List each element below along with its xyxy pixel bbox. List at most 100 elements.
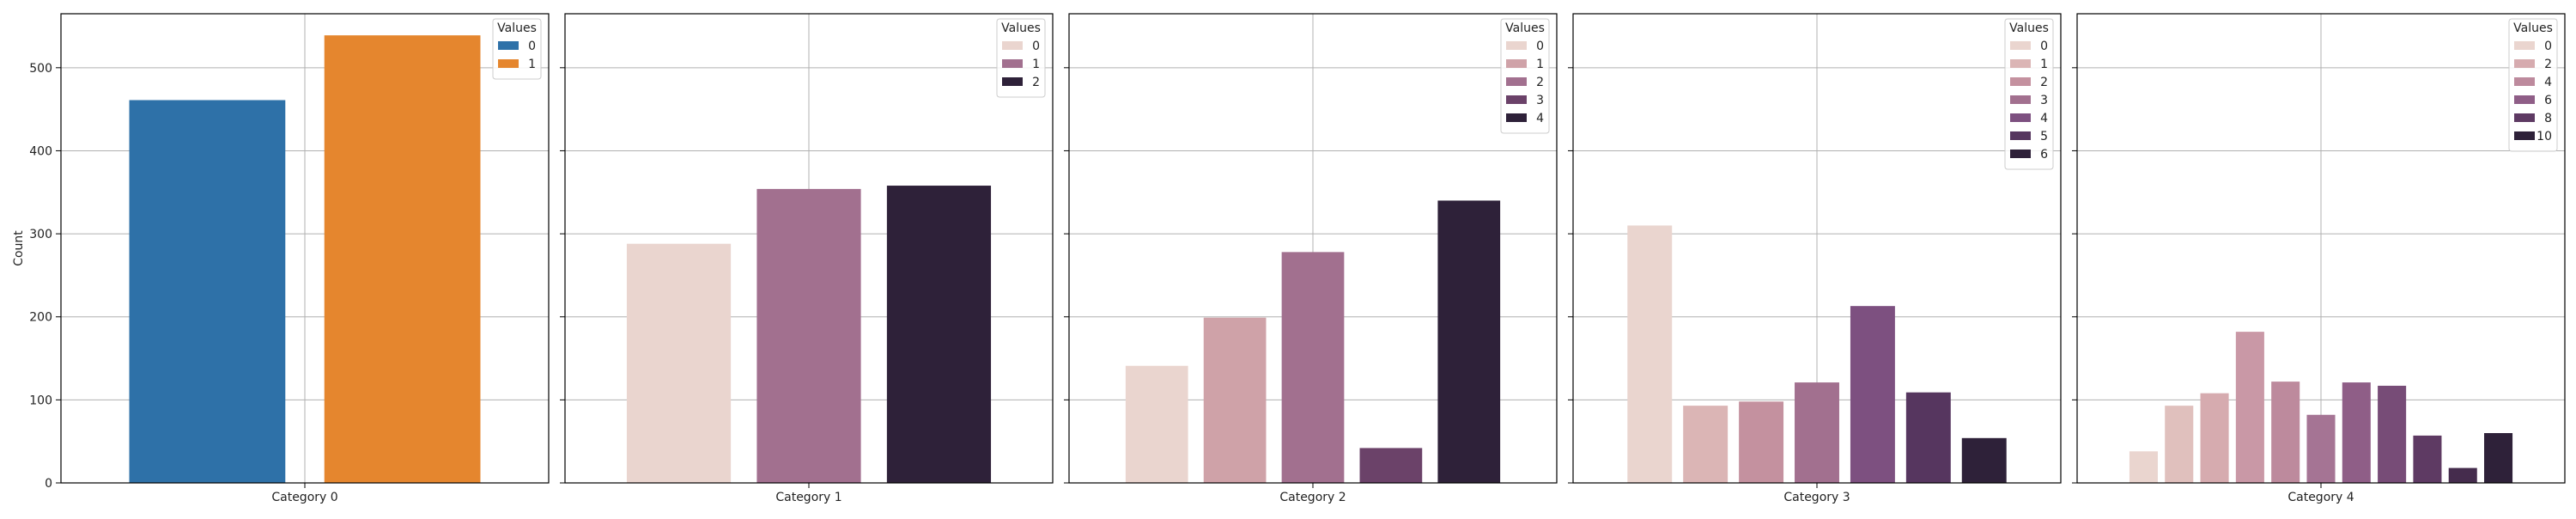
legend-swatch bbox=[2010, 113, 2031, 122]
legend-label: 4 bbox=[2040, 112, 2048, 125]
legend-swatch bbox=[1506, 113, 1527, 122]
legend-swatch bbox=[2514, 77, 2535, 86]
y-axis-label: Count bbox=[12, 230, 26, 266]
x-tick-label: Category 3 bbox=[1783, 491, 1850, 504]
legend-swatch bbox=[2010, 41, 2031, 50]
legend-label: 0 bbox=[1032, 40, 1040, 53]
legend: Values 0 1 2 3 4 bbox=[1500, 18, 1550, 134]
legend-label: 3 bbox=[1536, 94, 1544, 107]
legend-swatch bbox=[1506, 59, 1527, 68]
bar-3 bbox=[1359, 448, 1423, 483]
legend-swatch bbox=[2514, 41, 2535, 50]
bar-10 bbox=[2484, 433, 2513, 483]
legend-label: 2 bbox=[1536, 76, 1544, 89]
x-tick-label: Category 0 bbox=[271, 491, 337, 504]
legend-swatch bbox=[2514, 131, 2535, 140]
legend-label: 5 bbox=[2040, 130, 2048, 143]
legend-label: 1 bbox=[1032, 58, 1040, 71]
legend-label: 1 bbox=[1536, 58, 1544, 71]
legend-label: 0 bbox=[1536, 40, 1544, 53]
legend-swatch bbox=[1002, 77, 1023, 86]
bar-9 bbox=[2448, 467, 2477, 483]
bar-1 bbox=[2165, 406, 2194, 483]
legend-swatch bbox=[1002, 41, 1023, 50]
legend: Values 0 1 bbox=[492, 18, 542, 80]
bar-2 bbox=[1739, 401, 1784, 483]
bar-8 bbox=[2413, 435, 2442, 483]
y-tick-label: 100 bbox=[29, 394, 52, 407]
bar-1 bbox=[1683, 406, 1728, 483]
bar-0 bbox=[1627, 225, 1673, 483]
legend-swatch bbox=[498, 41, 519, 50]
legend-label: 8 bbox=[2544, 112, 2552, 125]
legend-swatch bbox=[2010, 150, 2031, 158]
panel-1: Category 1 Values 0 1 2 bbox=[560, 13, 1054, 504]
legend-label: 6 bbox=[2544, 94, 2552, 107]
legend-swatch bbox=[2514, 95, 2535, 104]
bar-1 bbox=[756, 188, 861, 483]
legend: Values 0 1 2 3 4 5 6 bbox=[2004, 18, 2054, 170]
legend-swatch bbox=[1506, 41, 1527, 50]
bar-7 bbox=[2378, 385, 2407, 483]
bar-0 bbox=[2129, 451, 2158, 483]
legend-label: 2 bbox=[1032, 76, 1040, 89]
legend-title: Values bbox=[2513, 21, 2553, 35]
legend-label: 0 bbox=[2040, 40, 2048, 53]
legend-swatch bbox=[1506, 77, 1527, 86]
legend-label: 10 bbox=[2537, 130, 2552, 143]
x-tick-label: Category 4 bbox=[2287, 491, 2354, 504]
legend-title: Values bbox=[1505, 21, 1545, 35]
legend-swatch bbox=[1002, 59, 1023, 68]
bar-5 bbox=[2306, 414, 2336, 483]
x-tick-label: Category 2 bbox=[1279, 491, 1346, 504]
bar-4 bbox=[1437, 200, 1501, 483]
bar-0 bbox=[129, 100, 286, 483]
legend-title: Values bbox=[2009, 21, 2049, 35]
legend-swatch bbox=[2514, 113, 2535, 122]
legend-label: 2 bbox=[2544, 58, 2552, 71]
bar-6 bbox=[2342, 382, 2371, 483]
legend-swatch bbox=[2010, 131, 2031, 140]
y-tick-label: 500 bbox=[29, 62, 52, 76]
panel-0: 0 100 200 300 400 500 Category 0 Values 0 1 bbox=[29, 13, 550, 504]
legend-swatch bbox=[1506, 95, 1527, 104]
legend-swatch bbox=[2010, 77, 2031, 86]
legend: Values 0 2 4 6 8 10 bbox=[2508, 18, 2558, 152]
bar-1 bbox=[1203, 317, 1267, 483]
legend-swatch bbox=[2010, 95, 2031, 104]
panel-2: Category 2 Values 0 1 2 3 4 bbox=[1064, 13, 1558, 504]
bar-2 bbox=[1281, 252, 1345, 483]
x-tick-label: Category 1 bbox=[775, 491, 841, 504]
bar-0 bbox=[1125, 365, 1188, 483]
legend-label: 1 bbox=[2040, 58, 2048, 71]
legend-label: 1 bbox=[528, 58, 536, 71]
bar-0 bbox=[626, 243, 732, 483]
bar-5 bbox=[1905, 392, 1951, 483]
legend-label: 2 bbox=[2040, 76, 2048, 89]
panel-4: Category 4 Values 0 2 4 6 8 10 bbox=[2072, 13, 2566, 504]
bar-3 bbox=[1795, 382, 1839, 483]
legend-title: Values bbox=[1001, 21, 1041, 35]
legend-label: 4 bbox=[2544, 76, 2552, 89]
y-tick-label: 300 bbox=[29, 228, 52, 241]
legend-label: 0 bbox=[528, 40, 536, 53]
y-tick-label: 200 bbox=[29, 311, 52, 325]
legend-label: 4 bbox=[1536, 112, 1544, 125]
panel-3: Category 3 Values 0 1 2 3 4 5 6 bbox=[1568, 13, 2062, 504]
bar-2 bbox=[886, 186, 992, 483]
legend-swatch bbox=[2010, 59, 2031, 68]
bar-2 bbox=[2200, 393, 2229, 483]
bar-1 bbox=[324, 35, 481, 483]
legend: Values 0 1 2 bbox=[996, 18, 1046, 98]
bar-6 bbox=[1961, 437, 2007, 483]
legend-title: Values bbox=[497, 21, 537, 35]
y-tick-label: 400 bbox=[29, 144, 52, 158]
bar-3 bbox=[2235, 332, 2264, 483]
legend-label: 6 bbox=[2040, 148, 2048, 162]
legend-swatch bbox=[2514, 59, 2535, 68]
legend-label: 3 bbox=[2040, 94, 2048, 107]
bar-4 bbox=[2271, 382, 2300, 483]
bar-4 bbox=[1850, 306, 1895, 483]
